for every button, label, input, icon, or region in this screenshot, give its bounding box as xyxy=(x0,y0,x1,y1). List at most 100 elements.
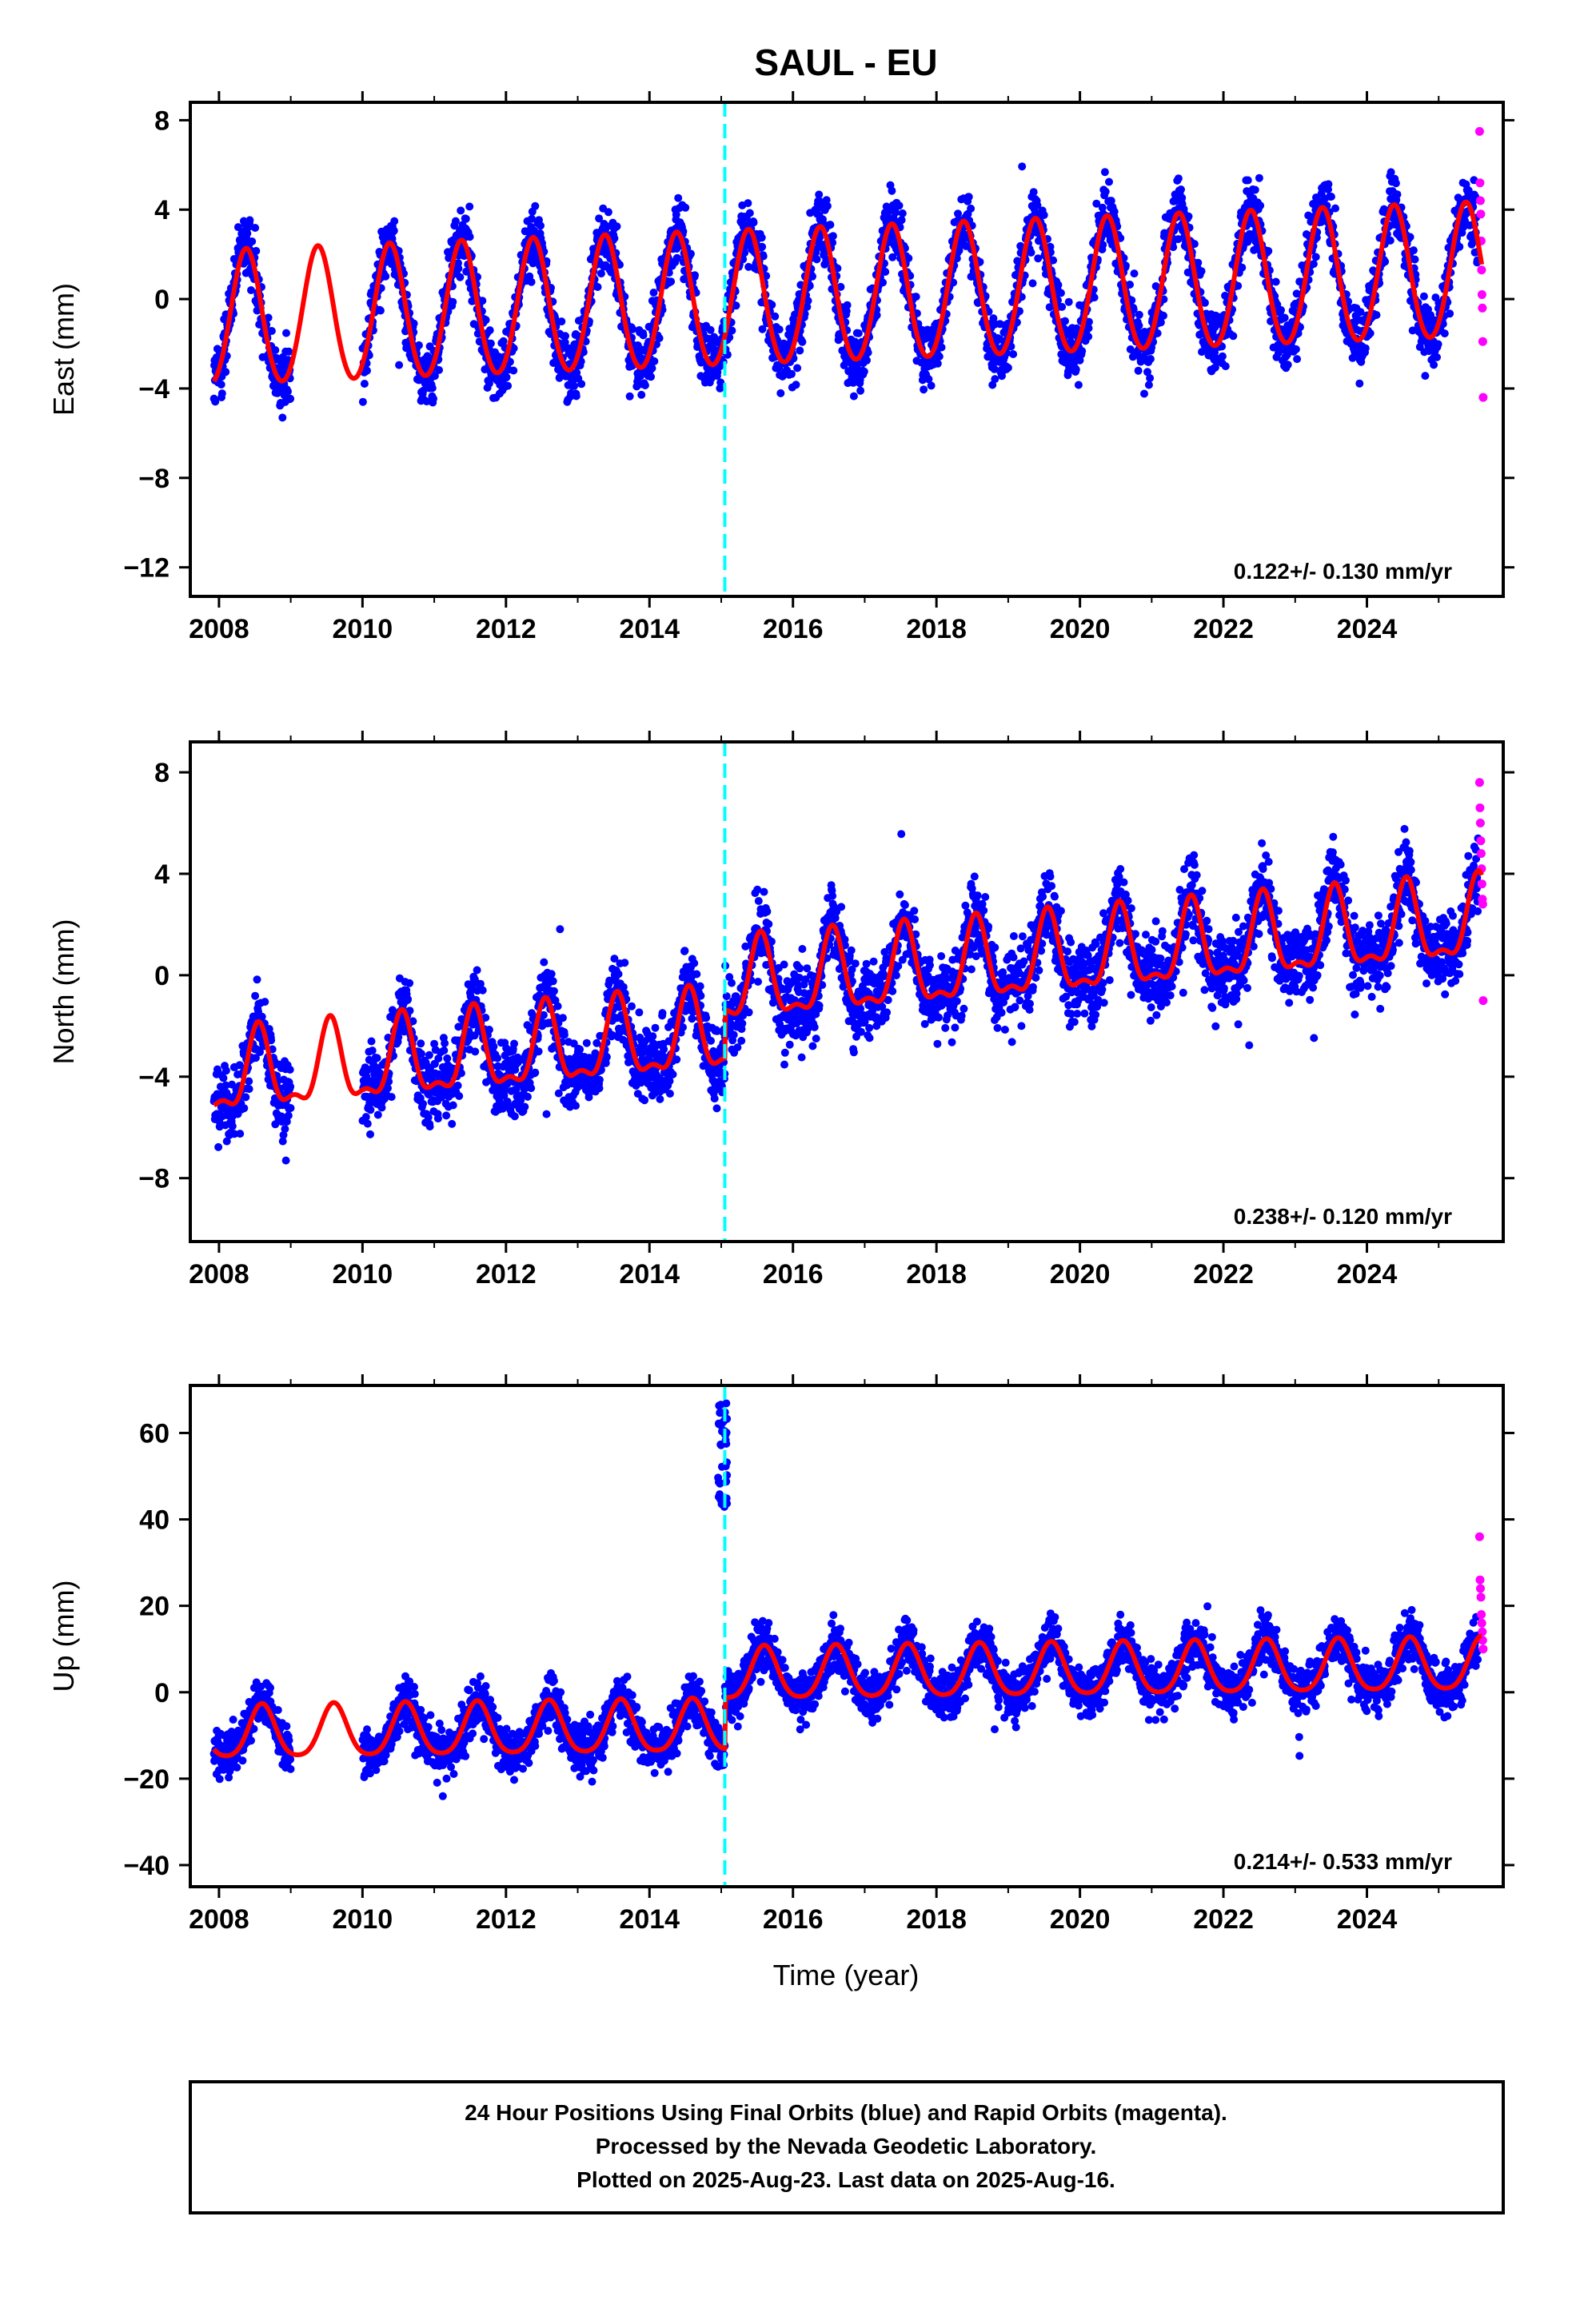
data-point xyxy=(667,277,675,285)
data-point xyxy=(798,338,806,346)
y-tick-label: −4 xyxy=(138,374,170,405)
data-point xyxy=(1135,367,1143,375)
data-point xyxy=(390,217,398,225)
data-point xyxy=(373,1054,381,1062)
rapid-point xyxy=(1478,393,1487,402)
data-point xyxy=(449,298,457,306)
data-point xyxy=(628,1003,636,1011)
data-point xyxy=(511,1112,519,1120)
data-point xyxy=(1029,279,1037,287)
data-point xyxy=(637,391,645,399)
data-point xyxy=(1284,361,1292,369)
data-point xyxy=(1004,364,1012,372)
data-point xyxy=(1420,293,1428,301)
data-point xyxy=(252,247,260,255)
data-point xyxy=(493,1054,501,1062)
data-point xyxy=(967,205,975,213)
data-point xyxy=(826,221,834,229)
data-point xyxy=(650,357,658,365)
data-point xyxy=(368,1038,376,1046)
data-point xyxy=(1105,178,1113,186)
data-point xyxy=(540,959,548,967)
data-point xyxy=(1327,193,1335,201)
data-point xyxy=(879,278,887,286)
data-point xyxy=(750,218,758,226)
data-point xyxy=(1394,190,1402,198)
data-point xyxy=(1281,314,1289,322)
data-point xyxy=(287,1104,295,1112)
data-point xyxy=(245,216,253,224)
data-point xyxy=(758,233,766,241)
data-point xyxy=(454,265,462,273)
data-point xyxy=(776,389,784,397)
data-point xyxy=(510,1040,518,1048)
data-point xyxy=(528,278,536,286)
data-point xyxy=(896,201,904,209)
data-point xyxy=(892,209,900,217)
data-point xyxy=(449,1102,457,1110)
data-point xyxy=(1255,174,1263,182)
data-point xyxy=(965,193,973,201)
data-point xyxy=(455,1092,463,1100)
chart-title: SAUL - EU xyxy=(754,42,937,83)
data-point xyxy=(278,413,286,421)
data-point xyxy=(1251,186,1259,194)
data-point xyxy=(744,199,752,207)
data-point xyxy=(479,987,487,995)
data-point xyxy=(912,293,920,301)
data-point xyxy=(417,1050,425,1058)
data-point xyxy=(1219,353,1227,361)
data-point xyxy=(377,307,385,315)
rate-annotation: 0.122+/- 0.130 mm/yr xyxy=(1234,559,1452,584)
data-point xyxy=(856,387,864,395)
data-point xyxy=(1072,365,1080,373)
data-point xyxy=(549,977,557,985)
y-tick-label: 4 xyxy=(154,195,170,225)
data-point xyxy=(1078,347,1086,355)
data-point xyxy=(577,380,585,388)
data-point xyxy=(674,194,682,202)
data-point xyxy=(1430,361,1438,369)
data-point xyxy=(615,970,623,978)
data-point xyxy=(899,209,907,217)
data-point xyxy=(486,326,494,334)
data-point xyxy=(426,1122,434,1130)
data-point xyxy=(1061,317,1069,325)
data-point xyxy=(793,364,801,372)
x-tick-label: 2010 xyxy=(333,614,393,644)
data-point xyxy=(1054,281,1062,289)
data-point xyxy=(271,346,279,354)
data-point xyxy=(452,217,460,225)
data-point xyxy=(218,389,226,397)
data-point xyxy=(1140,390,1148,398)
data-point xyxy=(509,367,517,375)
data-point xyxy=(222,1066,230,1074)
data-point xyxy=(1146,374,1154,382)
data-point xyxy=(1293,355,1301,363)
data-point xyxy=(1102,188,1110,196)
data-point xyxy=(543,1110,551,1118)
data-point xyxy=(1324,180,1332,188)
x-tick-label: 2008 xyxy=(189,614,249,644)
data-point xyxy=(1272,278,1280,286)
data-point xyxy=(425,1051,433,1059)
data-point xyxy=(813,255,821,263)
rapid-point xyxy=(1475,127,1484,136)
data-point xyxy=(561,1030,569,1038)
data-point xyxy=(881,268,889,276)
data-point xyxy=(1362,345,1370,353)
data-point xyxy=(221,368,229,376)
data-point xyxy=(1018,162,1026,170)
data-point xyxy=(281,1125,289,1133)
rapid-point xyxy=(1476,197,1485,205)
data-point xyxy=(934,360,942,368)
data-point xyxy=(1244,177,1252,185)
data-point xyxy=(286,1082,294,1090)
data-point xyxy=(928,381,936,389)
data-point xyxy=(535,1047,543,1055)
data-point xyxy=(1434,341,1442,349)
data-point xyxy=(364,1120,372,1128)
data-point xyxy=(844,301,852,309)
data-point xyxy=(556,925,564,933)
